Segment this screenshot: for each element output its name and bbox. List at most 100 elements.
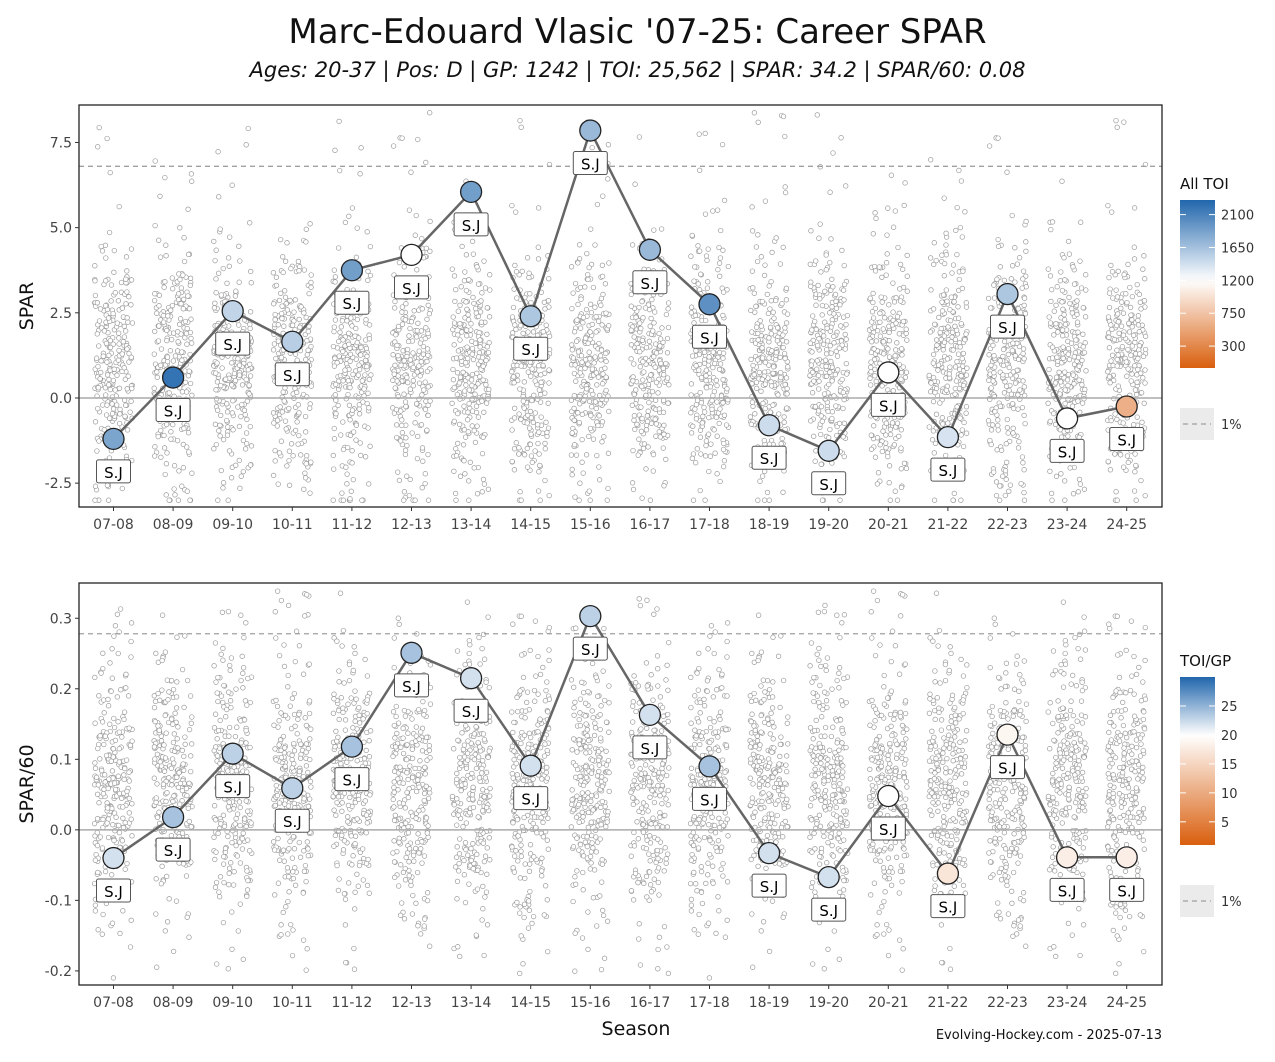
league-player-point — [473, 403, 480, 409]
league-player-point — [186, 449, 192, 455]
league-player-point — [1134, 379, 1140, 385]
league-player-point — [1048, 226, 1054, 233]
league-player-point — [1012, 353, 1018, 359]
league-player-point — [717, 255, 724, 261]
league-player-point — [278, 236, 284, 243]
league-player-point — [186, 306, 193, 312]
league-player-point — [426, 311, 433, 317]
league-player-point — [124, 860, 130, 867]
plot-background — [79, 105, 1162, 507]
league-player-point — [699, 420, 705, 426]
league-player-point — [465, 417, 471, 423]
league-player-point — [1079, 382, 1085, 388]
league-player-point — [282, 418, 289, 424]
league-player-point — [332, 147, 338, 153]
league-player-point — [809, 327, 815, 333]
league-player-point — [396, 477, 403, 484]
league-player-point — [542, 306, 548, 312]
league-player-point — [640, 315, 646, 321]
league-player-point — [127, 742, 134, 748]
league-player-point — [883, 260, 890, 266]
league-player-point — [751, 372, 757, 378]
league-player-point — [900, 364, 906, 370]
league-player-point — [576, 419, 582, 426]
league-player-point — [163, 492, 169, 498]
league-player-point — [96, 318, 103, 324]
league-player-point — [698, 400, 704, 406]
league-player-point — [894, 314, 901, 320]
league-player-point — [720, 350, 727, 356]
league-player-point — [770, 364, 777, 370]
league-player-point — [1133, 497, 1139, 503]
league-player-point — [811, 433, 817, 439]
league-player-point — [410, 378, 417, 384]
league-player-point — [423, 245, 430, 251]
league-player-point — [1083, 272, 1089, 278]
league-player-point — [282, 288, 288, 294]
league-player-point — [1126, 320, 1132, 326]
league-player-point — [1015, 392, 1021, 398]
league-player-point — [1061, 317, 1068, 323]
league-player-point — [985, 295, 992, 302]
league-player-point — [479, 290, 485, 296]
league-player-point — [280, 389, 286, 395]
league-player-point — [92, 760, 98, 766]
league-player-point — [813, 258, 819, 264]
league-player-point — [1077, 481, 1084, 487]
league-player-point — [119, 305, 126, 311]
legend-tick-label: 1200 — [1221, 274, 1254, 289]
league-player-point — [116, 347, 122, 354]
league-player-point — [1125, 459, 1131, 466]
league-player-point — [870, 315, 877, 321]
league-player-point — [655, 390, 661, 396]
league-player-point — [1045, 266, 1051, 272]
chart-title: Marc-Edouard Vlasic '07-25: Career SPAR — [288, 12, 987, 52]
league-player-point — [1020, 350, 1026, 357]
league-player-point — [605, 450, 612, 456]
league-player-point — [1114, 497, 1120, 503]
league-player-point — [536, 469, 542, 475]
league-player-point — [645, 444, 651, 450]
league-player-point — [573, 378, 579, 384]
league-player-point — [184, 325, 190, 332]
league-player-point — [1051, 410, 1057, 417]
league-player-point — [593, 405, 599, 412]
league-player-point — [832, 371, 838, 378]
league-player-point — [247, 220, 253, 226]
league-player-point — [403, 301, 409, 307]
league-player-point — [104, 482, 111, 488]
league-player-point — [720, 289, 727, 295]
team-label-text: S.J — [521, 341, 540, 359]
league-player-point — [116, 420, 123, 427]
league-player-point — [513, 209, 519, 215]
league-player-point — [465, 409, 471, 415]
x-tick-label: 13-14 — [451, 517, 492, 533]
league-player-point — [1142, 380, 1148, 386]
league-player-point — [647, 497, 654, 503]
league-player-point — [189, 340, 195, 346]
league-player-point — [105, 834, 112, 841]
league-player-point — [576, 497, 582, 503]
league-player-point — [639, 298, 645, 305]
league-player-point — [568, 264, 575, 270]
league-player-point — [92, 857, 98, 863]
league-player-point — [532, 378, 538, 384]
x-tick-label: 19-20 — [808, 517, 849, 533]
league-player-point — [596, 464, 602, 470]
league-player-point — [639, 495, 645, 501]
league-player-point — [575, 301, 581, 308]
league-player-point — [587, 329, 593, 335]
league-player-point — [872, 366, 878, 372]
league-player-point — [460, 369, 466, 375]
league-player-point — [296, 432, 302, 439]
team-label-text: S.J — [879, 397, 898, 415]
league-player-point — [826, 381, 832, 388]
league-player-point — [276, 297, 283, 304]
league-player-point — [425, 412, 431, 419]
league-player-point — [815, 372, 822, 379]
league-player-point — [394, 378, 400, 384]
league-player-point — [103, 340, 110, 346]
league-player-point — [509, 427, 515, 433]
league-player-point — [1105, 314, 1112, 320]
league-player-point — [753, 379, 760, 385]
